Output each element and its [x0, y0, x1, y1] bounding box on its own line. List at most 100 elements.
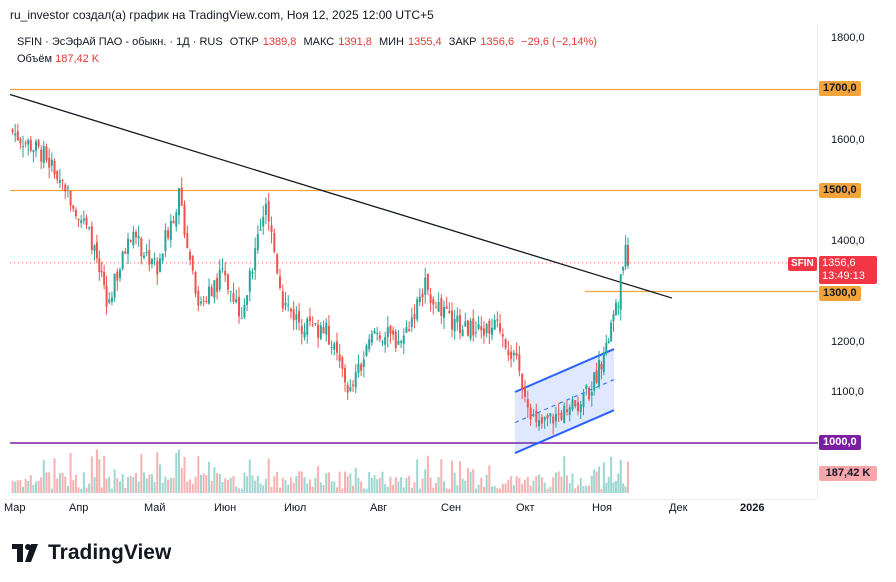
volume-bar-53: [150, 474, 153, 493]
candle-body-210: [576, 402, 579, 412]
candle-body-155: [426, 273, 429, 291]
volume-bar-183: [501, 483, 504, 493]
volume-bar-23: [72, 480, 75, 493]
candle-body-213: [585, 385, 588, 390]
volume-bar-1: [14, 481, 17, 493]
candle-body-65: [183, 204, 186, 235]
candle-body-162: [445, 306, 448, 309]
volume-bar-206: [565, 475, 568, 493]
volume-bar-32: [95, 449, 98, 493]
legend-open-label: ОТКР: [229, 36, 259, 48]
volume-bar-224: [612, 482, 615, 493]
volume-bar-195: [535, 476, 538, 493]
candle-body-36: [105, 285, 108, 307]
candle-body-105: [292, 309, 295, 321]
volume-bar-8: [32, 484, 35, 493]
candle-body-82: [229, 291, 232, 293]
candle-body-97: [270, 225, 273, 233]
candle-body-49: [140, 238, 143, 257]
candle-body-159: [437, 302, 440, 312]
candle-body-211: [579, 404, 582, 412]
candle-body-173: [474, 332, 477, 334]
volume-bar-157: [432, 487, 435, 493]
level-badge-1000[interactable]: 1000,0: [819, 435, 861, 450]
candle-body-77: [216, 277, 219, 292]
volume-bar-27: [82, 472, 85, 493]
candle-body-23: [72, 205, 75, 209]
legend-high: 1391,8: [338, 36, 372, 48]
legend-low: 1355,4: [407, 36, 442, 48]
volume-bar-128: [354, 467, 357, 493]
candle-body-115: [319, 325, 322, 339]
candle-body-12: [42, 145, 45, 163]
volume-bar-77: [216, 473, 219, 493]
volume-bar-9: [34, 481, 37, 493]
candle-body-137: [378, 335, 381, 340]
candle-body-172: [472, 318, 475, 336]
candle-body-88: [246, 295, 249, 305]
candle-body-103: [287, 305, 290, 307]
candle-body-78: [218, 269, 221, 290]
volume-bar-10: [37, 480, 40, 493]
volume-bar-207: [568, 483, 571, 493]
volume-bar-136: [376, 479, 379, 493]
candle-body-106: [295, 314, 298, 320]
volume-bar-45: [129, 475, 132, 493]
volume-bar-222: [607, 476, 610, 493]
candle-body-196: [538, 420, 541, 427]
level-badge-1300[interactable]: 1300,0: [819, 286, 861, 301]
candle-body-227: [619, 274, 622, 310]
legend-symbol[interactable]: SFIN · ЭсЭфАй ПАО - обыкн. · 1Д · RUS: [17, 36, 223, 48]
volume-bar-88: [246, 476, 249, 493]
volume-bar-96: [267, 458, 270, 493]
level-badge-1500[interactable]: 1500,0: [819, 183, 861, 198]
candle-body-84: [235, 298, 238, 303]
volume-bar-70: [197, 456, 200, 493]
candle-body-87: [243, 304, 246, 318]
candle-body-142: [392, 330, 395, 335]
candle-body-125: [346, 385, 349, 393]
volume-bar-39: [113, 469, 116, 493]
candle-body-133: [368, 339, 371, 350]
volume-bar-89: [248, 459, 251, 493]
volume-bar-25: [77, 487, 80, 493]
volume-bar-184: [504, 483, 507, 493]
volume-bar-22: [69, 452, 72, 493]
candle-body-140: [386, 327, 389, 338]
time-axis[interactable]: Мар Апр Май Июн Июл Авг Сен Окт Ноя Дек …: [0, 500, 818, 520]
volume-bar-37: [108, 476, 111, 493]
candle-body-5: [24, 142, 27, 144]
volume-bar-28: [85, 487, 88, 493]
volume-bar-211: [579, 478, 582, 493]
price-plot[interactable]: [0, 0, 818, 500]
volume-bar-204: [560, 476, 563, 493]
level-badge-1700[interactable]: 1700,0: [819, 81, 861, 96]
candle-body-44: [127, 238, 130, 254]
volume-bar-38: [110, 488, 113, 493]
candle-body-62: [175, 212, 178, 227]
candle-body-38: [110, 297, 113, 302]
candle-body-58: [164, 230, 167, 252]
candle-body-225: [614, 302, 617, 315]
volume-bar-100: [278, 487, 281, 493]
candle-body-167: [458, 314, 461, 333]
volume-bar-15: [50, 488, 53, 493]
volume-bar-48: [137, 481, 140, 493]
candle-body-19: [61, 180, 64, 182]
volume-bar-42: [121, 474, 124, 493]
candle-body-75: [210, 287, 213, 297]
volume-bar-154: [424, 469, 427, 493]
candle-body-198: [543, 417, 546, 421]
volume-bar-200: [549, 486, 552, 493]
volume-bar-29: [88, 483, 91, 493]
candle-body-56: [158, 258, 161, 272]
volume-bar-194: [532, 480, 535, 493]
volume-bar-59: [167, 479, 170, 493]
tradingview-logo[interactable]: TradingView: [12, 541, 171, 565]
channel-upper-line: [514, 348, 615, 393]
candle-body-8: [32, 150, 35, 153]
volume-bar-95: [264, 478, 267, 493]
volume-bar-167: [458, 461, 461, 493]
volume-bar-160: [440, 459, 443, 493]
volume-bar-97: [270, 486, 273, 493]
